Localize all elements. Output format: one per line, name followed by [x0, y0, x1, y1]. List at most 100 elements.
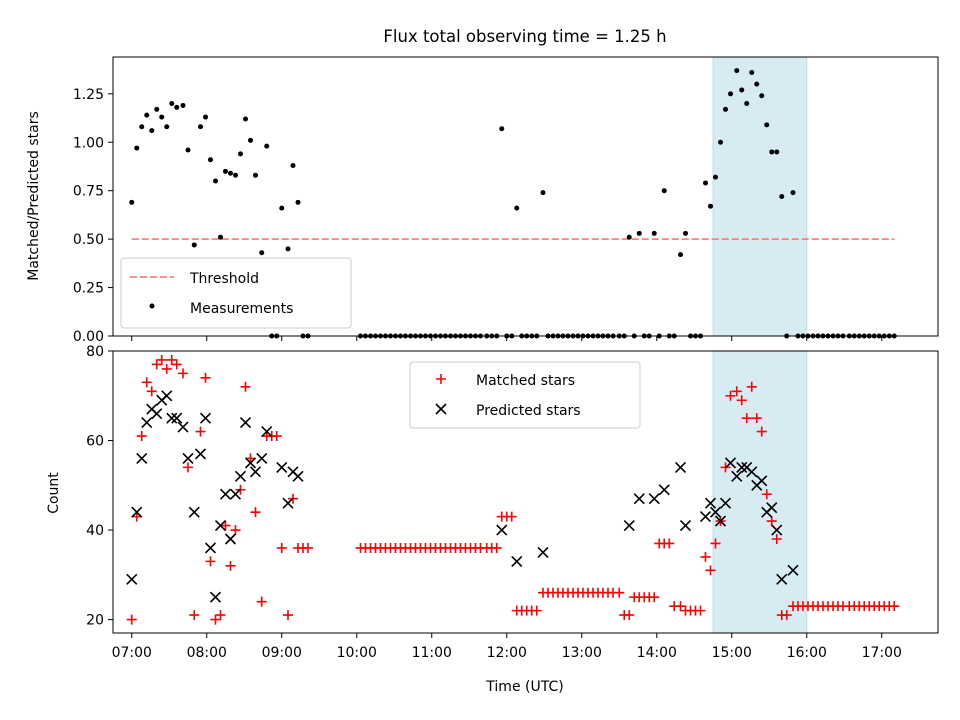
matched-star-point [256, 596, 267, 607]
legend-matched-swatch [436, 374, 446, 384]
measurement-point [191, 242, 197, 248]
predicted-star-point [736, 461, 748, 473]
matched-star-point [161, 363, 172, 374]
matched-star-point [240, 381, 251, 392]
bottom-legend-box [409, 361, 641, 429]
measurement-point [264, 143, 270, 149]
measurement-point [636, 230, 642, 236]
measurement-point [180, 102, 186, 108]
matched-star-point [889, 601, 900, 612]
matched-star-point [756, 426, 767, 437]
matched-star-point [303, 542, 313, 553]
legend-threshold-label: Threshold [189, 271, 259, 287]
matched-star-point [131, 511, 142, 522]
y-tick-label: 1.00 [73, 135, 104, 151]
measurement-point [678, 252, 683, 258]
top-chart-title: Flux total observing time = 1.25 h [383, 27, 666, 46]
predicted-star-point [161, 390, 173, 402]
matched-star-point [183, 462, 193, 473]
bottom-x-axis: 07:00 08:00 09:00 10:00 11:00 12:00 13:00 14:00… [112, 633, 902, 661]
y-tick-label: 80 [86, 344, 104, 360]
matched-star-point [531, 605, 542, 616]
measurement-point [279, 205, 285, 211]
legend-measurements-swatch [149, 303, 155, 309]
y-tick-label: 1.25 [73, 87, 104, 103]
legend-predicted-swatch [435, 403, 447, 415]
measurement-point [734, 68, 740, 74]
matched-star-point [491, 542, 502, 553]
matched-star-point [746, 381, 757, 392]
measurement-point [723, 106, 728, 112]
predicted-star-point [224, 533, 237, 545]
measurement-point [499, 126, 505, 132]
matched-star-point [245, 453, 256, 464]
measurement-point [285, 246, 291, 252]
predicted-star-point [623, 520, 635, 532]
measurement-point [248, 137, 253, 143]
y-tick-label: 60 [86, 434, 104, 450]
measurement-point [651, 230, 657, 236]
matched-star-point [230, 525, 241, 536]
measurement-point [198, 124, 203, 130]
predicted-star-point [177, 421, 189, 433]
bottom-y-axis: 20 40 60 80 [86, 344, 113, 629]
legend-predicted-label: Predicted stars [476, 403, 581, 419]
measurement-point [754, 81, 760, 87]
measurement-point [728, 91, 733, 97]
bottom-x-axis-label: Time (UTC) [485, 679, 563, 695]
predicted-star-point [256, 452, 268, 464]
top-panel: 0.00 0.25 0.50 0.75 1.00 1.25 Flux total obse… [26, 27, 939, 345]
measurement-point [514, 205, 520, 211]
top-legend-box [120, 257, 352, 329]
y-tick-label: 0.75 [73, 184, 104, 200]
measurement-point [169, 101, 175, 106]
predicted-star-point [511, 555, 523, 567]
top-x-ticks [131, 336, 883, 341]
measurement-point [769, 149, 775, 155]
measurement-point [683, 230, 688, 236]
measurement-point [626, 234, 632, 240]
predicted-star-point [126, 573, 138, 585]
measurement-point [174, 104, 180, 110]
matched-star-point [250, 507, 261, 518]
bottom-y-axis-label: Count [46, 472, 62, 514]
matched-star-point [171, 359, 182, 370]
predicted-star-point [766, 502, 778, 514]
measurement-point [708, 203, 713, 209]
predicted-star-point [249, 466, 262, 478]
predicted-star-point [214, 520, 227, 532]
predicted-star-point [537, 546, 549, 558]
predicted-star-point [771, 524, 783, 536]
x-tick-label: 07:00 [112, 645, 152, 661]
matched-star-point [781, 610, 792, 621]
measurement-point [779, 194, 785, 199]
measurement-point [223, 168, 228, 174]
measurement-point [228, 170, 233, 176]
matched-star-point [741, 413, 752, 424]
predicted-star-point [171, 412, 183, 424]
y-tick-label: 40 [86, 523, 104, 539]
matched-star-point [156, 354, 167, 365]
matched-star-point [624, 610, 635, 621]
predicted-star-point [199, 412, 212, 424]
predicted-star-point [292, 470, 304, 482]
predicted-star-point [496, 524, 508, 536]
predicted-star-point [724, 457, 737, 469]
matched-star-point [771, 534, 782, 544]
measurement-point [233, 172, 238, 178]
measurement-point [764, 122, 770, 128]
matched-star-point [195, 426, 206, 437]
measurement-point [144, 112, 150, 118]
matched-star-point [151, 359, 162, 370]
predicted-star-point [234, 470, 247, 482]
measurement-point [774, 149, 780, 155]
y-tick-label: 0.25 [73, 281, 104, 297]
y-tick-label: 0.50 [73, 232, 104, 248]
bottom-legend: Matched stars Predicted stars [409, 361, 641, 429]
predicted-star-point [699, 511, 712, 523]
x-tick-label: 08:00 [187, 645, 227, 661]
matched-star-point [675, 601, 686, 612]
x-tick-label: 10:00 [337, 645, 377, 661]
measurement-point [290, 163, 296, 168]
